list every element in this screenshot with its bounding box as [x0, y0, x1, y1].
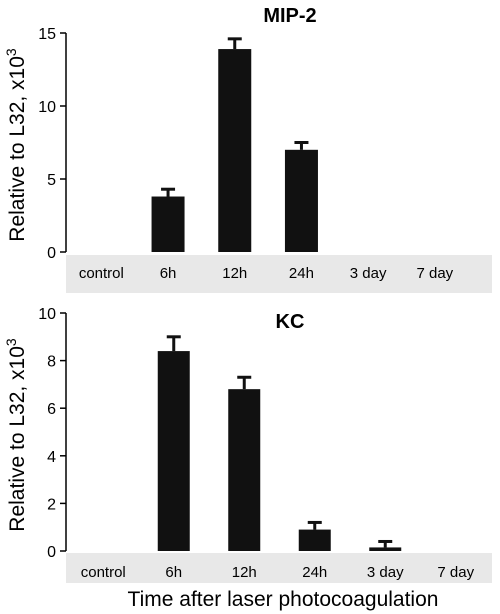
chart-panel-mip2: MIP-2 Relative to L32, x103 0 5 10 15 contr…	[3, 5, 492, 293]
bar	[228, 389, 261, 551]
y-tick-label: 15	[38, 26, 56, 43]
x-category-label: control	[81, 564, 126, 581]
y-axis-label: Relative to L32, x103	[3, 48, 29, 242]
x-category-label: control	[79, 265, 124, 282]
bars	[157, 335, 402, 551]
y-tick-label: 6	[47, 401, 56, 418]
x-category-label: 24h	[289, 265, 314, 282]
y-tick-label: 0	[47, 544, 56, 561]
y-tick-label: 2	[47, 496, 56, 513]
bar	[157, 351, 190, 551]
x-category-label: 12h	[222, 265, 247, 282]
x-category-label: 12h	[232, 564, 257, 581]
y-axis-label-text: Relative to L32, x10	[6, 346, 29, 532]
bar	[298, 529, 331, 551]
y-tick-label: 5	[47, 172, 56, 189]
chart-title: KC	[276, 311, 305, 333]
bar	[284, 149, 318, 252]
x-category-label: 7 day	[437, 564, 474, 581]
x-category-label: 3 day	[367, 564, 404, 581]
y-tick-label: 8	[47, 354, 56, 371]
x-axis-categories: control 6h 12h 24h 3 day 7 day	[81, 564, 475, 581]
y-tick-label: 10	[38, 306, 56, 323]
x-axis-categories: control 6h 12h 24h 3 day 7 day	[79, 265, 454, 282]
y-axis-label-text: Relative to L32, x10	[6, 56, 29, 242]
x-category-label: 24h	[302, 564, 327, 581]
category-label-strip	[66, 553, 492, 583]
bar	[218, 49, 252, 253]
x-category-label: 7 day	[416, 265, 453, 282]
y-tick-label: 0	[47, 245, 56, 262]
y-axis-ticks: 0 5 10 15	[38, 26, 67, 262]
y-tick-label: 10	[38, 99, 56, 116]
x-axis-label: Time after laser photocoagulation	[128, 588, 439, 611]
y-axis-label: Relative to L32, x103	[3, 338, 29, 532]
y-tick-label: 4	[47, 449, 56, 466]
y-axis-label-exponent: 3	[3, 338, 19, 346]
x-category-label: 6h	[160, 265, 177, 282]
category-label-strip	[66, 255, 492, 293]
y-axis-ticks: 0 2 4 6 8 10	[38, 306, 67, 561]
chart-title: MIP-2	[263, 5, 316, 27]
bars	[151, 37, 318, 253]
x-category-label: 3 day	[350, 265, 387, 282]
y-axis-label-exponent: 3	[3, 48, 19, 56]
bar	[369, 547, 402, 551]
x-category-label: 6h	[165, 564, 182, 581]
chart-panel-kc: KC Relative to L32, x103 0 2 4 6 8 10 control…	[3, 306, 492, 583]
bar	[151, 196, 185, 252]
